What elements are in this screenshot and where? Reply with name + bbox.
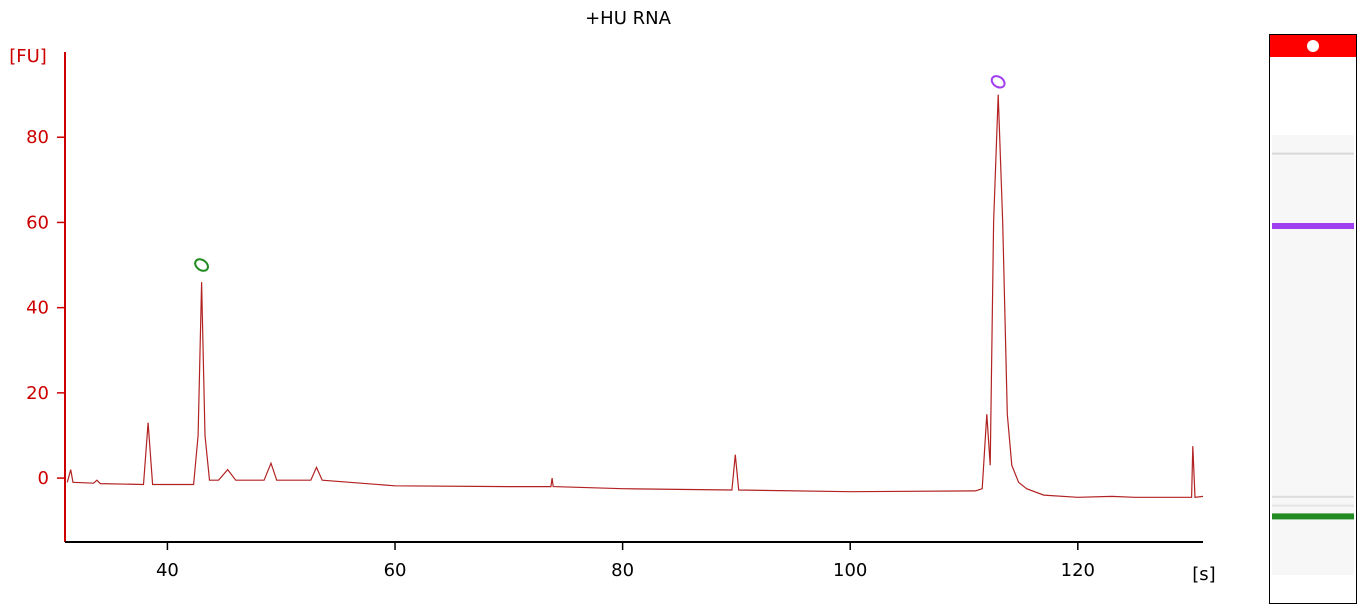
electropherogram-chart: +HU RNA 0 20 40 60 80 40 60 80 100 120 [FU] [s] [9,8,1216,585]
gel-top-dot [1307,40,1319,52]
gel-band [1272,152,1354,155]
x-tick-label: 60 [384,560,407,581]
peak-marker [990,75,1006,89]
x-tick-label: 100 [833,560,867,581]
chart-title: +HU RNA [585,8,671,29]
trace-line [66,94,1204,498]
gel-lane-svg [1270,35,1356,575]
x-tick-label: 120 [1061,560,1095,581]
gel-band [1272,513,1354,520]
gel-lane-body [1272,135,1354,575]
chart-axes: 0 20 40 60 80 40 60 80 100 120 [26,52,1203,581]
x-axis-label: [s] [1192,564,1215,585]
y-tick-label: 20 [26,383,49,404]
gel-lane-image [1269,34,1357,604]
y-tick-label: 0 [38,468,49,489]
peak-marker [194,258,209,272]
gel-band [1272,223,1354,229]
y-tick-label: 60 [26,212,49,233]
x-tick-label: 80 [611,560,634,581]
y-tick-label: 40 [26,298,49,319]
chart-plot-area [66,75,1204,498]
y-axis-label: [FU] [9,46,47,67]
gel-band [1272,504,1354,507]
x-tick-label: 40 [156,560,179,581]
gel-band [1272,495,1354,498]
y-tick-label: 80 [26,127,49,148]
